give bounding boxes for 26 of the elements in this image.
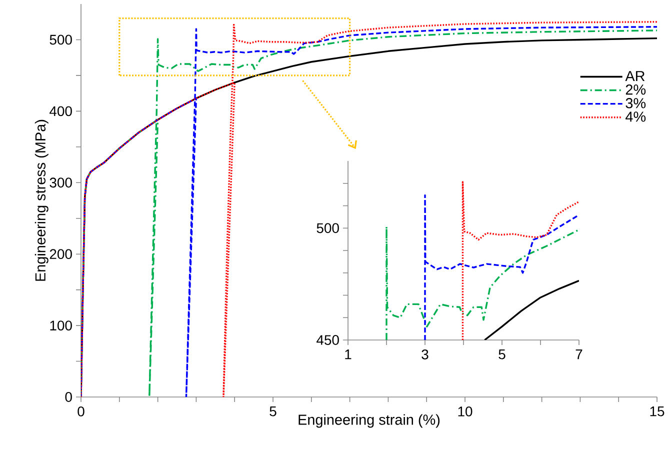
y-tick-label: 0 [65, 392, 72, 402]
legend-label: AR [625, 71, 645, 81]
x-tick-label: 10 [458, 406, 472, 416]
line-series [484, 280, 579, 340]
line-series [386, 226, 579, 340]
y-tick-label: 100 [50, 320, 72, 330]
legend-label: 2% [626, 84, 646, 95]
x-tick-label: 7 [576, 350, 582, 360]
y-tick-label: 400 [50, 106, 72, 116]
y-axis-title: Engineering stress (MPa) [34, 120, 48, 281]
legend-label: 3% [626, 98, 646, 108]
line-series [462, 181, 579, 340]
y-tick-label: 450 [316, 335, 339, 345]
x-tick-label: 3 [422, 350, 428, 360]
x-axis-title: Engineering strain (%) [298, 414, 440, 428]
x-tick-label: 0 [78, 406, 84, 416]
y-tick-label: 500 [50, 34, 72, 45]
legend-label: 4% [626, 112, 646, 122]
y-tick-label: 200 [50, 249, 72, 260]
x-tick-label: 1 [345, 350, 352, 360]
line-series [424, 194, 579, 340]
x-tick-label: 15 [650, 406, 664, 416]
x-tick-label: 5 [270, 406, 276, 416]
y-tick-label: 500 [316, 223, 339, 234]
x-tick-label: 5 [498, 350, 506, 360]
y-tick-label: 300 [50, 178, 72, 188]
